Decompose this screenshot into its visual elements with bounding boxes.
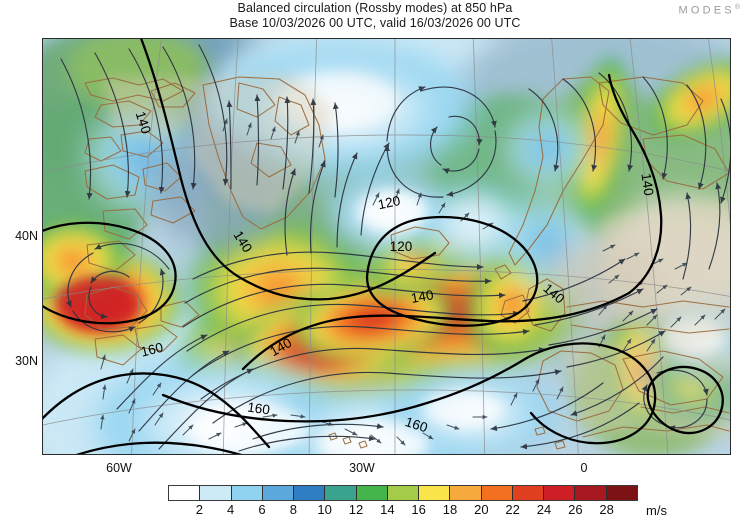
colorbar-tick-20: 20	[474, 502, 489, 517]
colorbar-swatch-5	[325, 486, 357, 500]
colorbar-swatch-9	[450, 486, 482, 500]
svg-text:120: 120	[390, 239, 413, 254]
colorbar-swatch-13	[575, 486, 607, 500]
colorbar-swatch-7	[387, 486, 420, 500]
contour-label-140-f: 140	[638, 172, 656, 196]
page-title: Balanced circulation (Rossby modes) at 8…	[237, 1, 513, 15]
modes-logo: MODES®	[678, 4, 740, 17]
colorbar-swatch-8	[419, 486, 451, 500]
colorbar-swatch-6	[356, 486, 388, 500]
colorbar-tick-labels: 2 4 6 8 10 12 14 16 18 20 22 24 26 28	[168, 502, 638, 520]
colorbar-swatch-4	[294, 486, 326, 500]
svg-text:140: 140	[410, 287, 435, 306]
lat-tick-40n: 40N	[15, 229, 38, 243]
lon-tick-0: 0	[580, 461, 588, 475]
svg-text:140: 140	[638, 172, 656, 196]
colorbar-swatch-10	[481, 486, 513, 500]
colorbar-tick-12: 12	[348, 502, 364, 517]
svg-text:160: 160	[139, 340, 164, 360]
contour-label-120-a: 120	[376, 193, 401, 212]
colorbar-tick-28: 28	[599, 502, 614, 517]
colorbar-tick-14: 14	[380, 502, 395, 517]
colorbar-swatches	[168, 485, 638, 501]
colorbar-tick-6: 6	[258, 502, 266, 517]
colorbar-tick-8: 8	[289, 502, 297, 517]
colorbar-swatch-11	[512, 486, 545, 500]
svg-text:160: 160	[246, 400, 270, 418]
colorbar-tick-26: 26	[568, 502, 583, 517]
colorbar-tick-24: 24	[536, 502, 552, 517]
colorbar: 2 4 6 8 10 12 14 16 18 20 22 24 26 28	[168, 485, 638, 520]
colorbar-tick-4: 4	[227, 502, 235, 517]
colorbar-swatch-0	[169, 486, 201, 500]
contour-label-160-c: 160	[403, 414, 429, 435]
colorbar-swatch-12	[544, 486, 576, 500]
colorbar-swatch-1	[200, 486, 232, 500]
modes-logo-text: MODES	[678, 4, 735, 17]
map-field-svg: 140 140 140 140 140 140	[43, 39, 730, 454]
svg-text:120: 120	[376, 193, 401, 212]
colorbar-swatch-3	[262, 486, 295, 500]
registered-mark: ®	[734, 4, 740, 11]
colorbar-swatch-2	[231, 486, 263, 500]
colorbar-tick-10: 10	[317, 502, 332, 517]
lat-tick-30n: 30N	[15, 354, 38, 368]
chart-title-block: Balanced circulation (Rossby modes) at 8…	[0, 0, 750, 31]
contour-label-120-b: 120	[390, 239, 413, 254]
colorbar-tick-22: 22	[505, 502, 520, 517]
svg-text:160: 160	[403, 414, 429, 435]
svg-text:140: 140	[133, 110, 154, 136]
colorbar-tick-16: 16	[411, 502, 426, 517]
lon-tick-60w: 60W	[106, 461, 132, 475]
colorbar-unit-label: m/s	[646, 503, 667, 518]
contour-label-140-a: 140	[133, 110, 154, 136]
lon-tick-30w: 30W	[349, 461, 375, 475]
page-subtitle: Base 10/03/2026 00 UTC, valid 16/03/2026…	[229, 16, 521, 30]
colorbar-tick-18: 18	[442, 502, 458, 517]
contour-label-160-b: 160	[246, 400, 270, 418]
contour-label-140-d: 140	[410, 287, 435, 306]
colorbar-tick-2: 2	[195, 502, 203, 517]
colorbar-swatch-14	[606, 486, 637, 500]
contour-label-160-a: 160	[139, 340, 164, 360]
map-plot-area: 140 140 140 140 140 140	[42, 38, 731, 455]
